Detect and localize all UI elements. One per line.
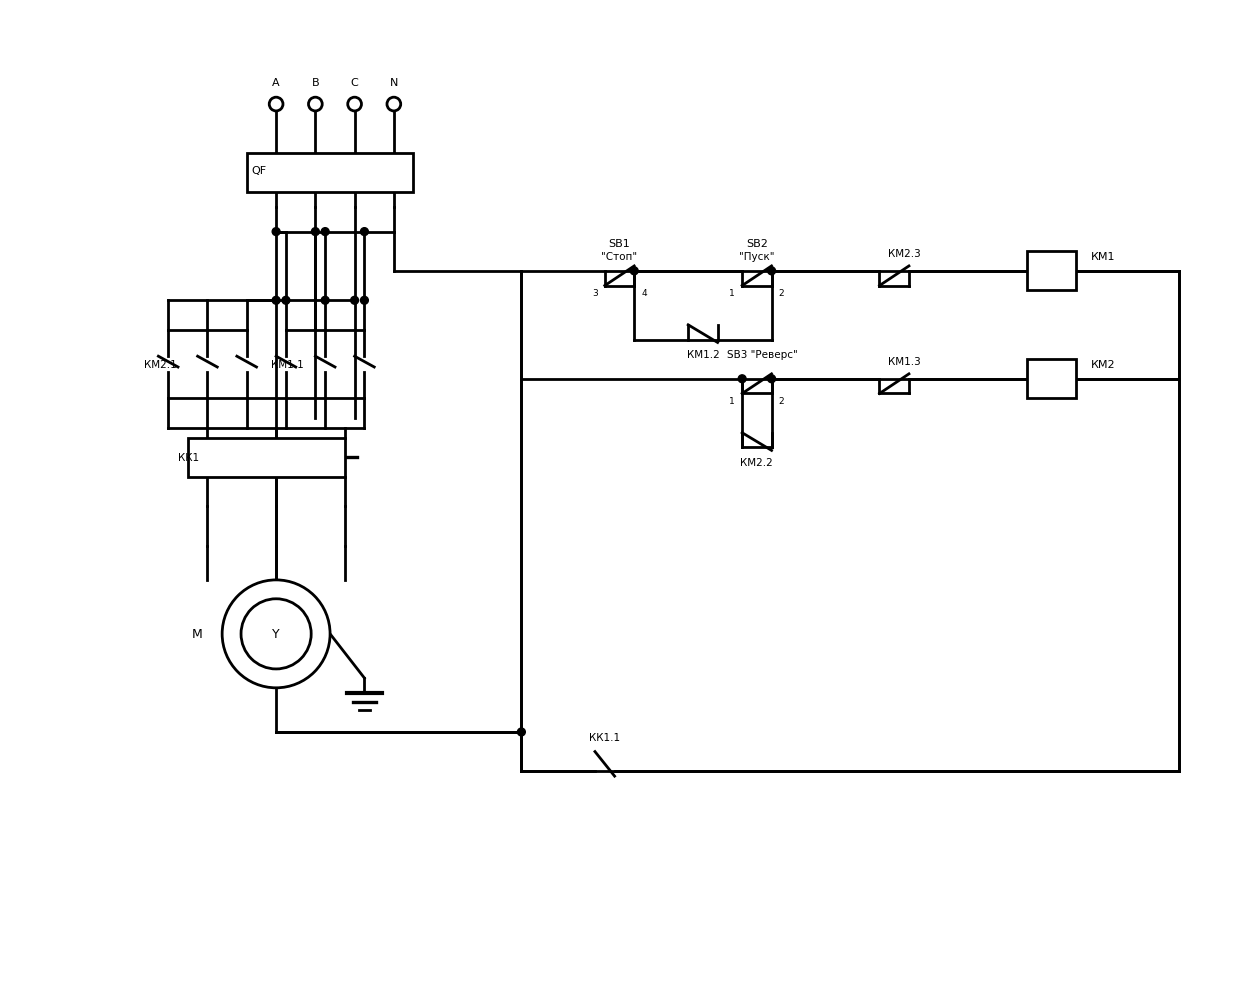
Circle shape xyxy=(321,297,330,305)
Bar xyxy=(1027,360,1075,399)
Text: 4: 4 xyxy=(642,288,647,297)
Text: "Пуск": "Пуск" xyxy=(740,251,774,261)
Circle shape xyxy=(738,376,746,384)
Text: "Стоп": "Стоп" xyxy=(601,251,638,261)
Text: B: B xyxy=(311,79,320,88)
Circle shape xyxy=(631,267,638,275)
Circle shape xyxy=(242,599,311,669)
Text: КК1: КК1 xyxy=(178,453,199,463)
Circle shape xyxy=(351,297,358,305)
Text: SB3 "Реверс": SB3 "Реверс" xyxy=(727,350,798,360)
Bar xyxy=(247,154,414,193)
Circle shape xyxy=(273,229,280,237)
Text: C: C xyxy=(351,79,358,88)
Circle shape xyxy=(282,297,290,305)
Circle shape xyxy=(311,229,320,237)
Text: КМ1: КМ1 xyxy=(1090,251,1115,261)
Circle shape xyxy=(518,729,525,737)
Circle shape xyxy=(361,229,368,237)
Bar xyxy=(188,438,344,477)
Text: КМ2.2: КМ2.2 xyxy=(741,457,773,468)
Text: M: M xyxy=(192,628,203,641)
Text: КМ1.3: КМ1.3 xyxy=(887,357,921,367)
Text: SB2: SB2 xyxy=(746,240,768,249)
Text: КМ1.1: КМ1.1 xyxy=(271,360,304,370)
Circle shape xyxy=(269,98,282,111)
Text: SB1: SB1 xyxy=(608,240,631,249)
Circle shape xyxy=(387,98,400,111)
Text: N: N xyxy=(389,79,398,88)
Text: 1: 1 xyxy=(730,397,735,406)
Circle shape xyxy=(768,376,776,384)
Text: Y: Y xyxy=(273,628,280,641)
Text: 2: 2 xyxy=(778,288,784,297)
Text: A: A xyxy=(273,79,280,88)
Circle shape xyxy=(222,580,330,688)
Bar xyxy=(1027,251,1075,291)
Text: КМ2.3: КМ2.3 xyxy=(887,248,921,258)
Circle shape xyxy=(309,98,322,111)
Circle shape xyxy=(361,297,368,305)
Text: КК1.1: КК1.1 xyxy=(590,733,621,743)
Circle shape xyxy=(273,297,280,305)
Text: 3: 3 xyxy=(592,288,598,297)
Text: КМ1.2: КМ1.2 xyxy=(686,350,720,360)
Text: 2: 2 xyxy=(778,397,784,406)
Text: 1: 1 xyxy=(730,288,735,297)
Circle shape xyxy=(321,229,330,237)
Circle shape xyxy=(768,267,776,275)
Text: КМ2.1: КМ2.1 xyxy=(144,360,176,370)
Circle shape xyxy=(348,98,362,111)
Text: QF: QF xyxy=(252,166,266,176)
Text: КМ2: КМ2 xyxy=(1090,360,1115,370)
